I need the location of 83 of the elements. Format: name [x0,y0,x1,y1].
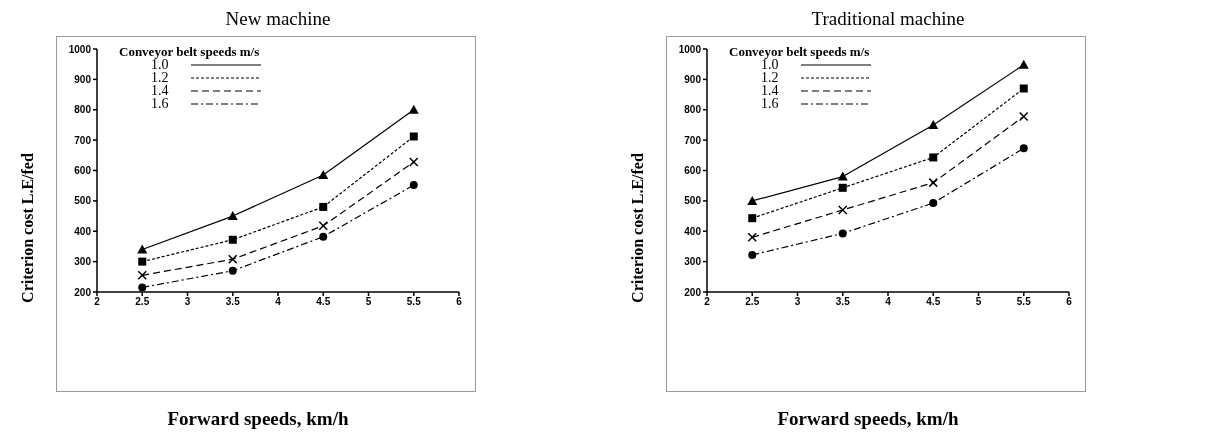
y-tick-label: 1000 [68,43,92,55]
y-tick-label: 900 [74,73,92,85]
y-tick-label: 600 [74,165,92,177]
point [408,104,419,114]
point [929,199,938,207]
legend-label: 1.2 [761,70,780,85]
legend-label: 1.2 [151,70,170,85]
y-tick-label: 400 [684,225,702,237]
x-tick-label: 3.5 [225,296,241,308]
chart-title: New machine [224,8,332,30]
y-tick-label: 800 [684,104,702,116]
y-tick-label: 800 [74,104,92,116]
legend-label: 1.6 [761,96,780,111]
point [838,205,848,215]
y-tick-label: 300 [684,256,702,268]
point [138,283,147,292]
y-tick-label: 1000 [678,43,702,55]
y-tick-label: 400 [74,225,92,237]
point [748,250,757,259]
legend-label: 1.0 [761,57,779,72]
y-tick-label: 900 [684,73,702,85]
legend-label: 1.4 [151,83,170,98]
x-tick-label: 3 [794,296,801,308]
y-tick-label: 300 [74,256,92,268]
point [838,183,847,192]
point [228,235,237,244]
y-tick-label: 500 [74,195,92,207]
x-tick-label: 4.5 [926,296,941,308]
x-tick-label: 3 [184,296,191,308]
legend-label: 1.4 [761,83,780,98]
point [318,170,329,180]
point [1019,111,1029,122]
x-axis-title: Forward speeds, km/h [166,408,350,430]
point [228,254,238,264]
y-axis-title: Criterion cost L.E/fed [19,153,37,303]
x-tick-label: 3.5 [835,296,851,308]
point [409,157,419,167]
x-tick-label: 5.5 [406,296,422,308]
y-tick-label: 200 [684,286,702,298]
point [137,270,147,281]
y-axis-title: Criterion cost L.E/fed [629,153,647,303]
point [1018,59,1029,69]
x-tick-label: 6 [456,296,463,308]
point [318,221,328,231]
y-tick-label: 200 [74,286,92,298]
point [409,181,418,190]
point [228,266,237,275]
x-tick-label: 4.5 [316,296,331,308]
point [747,195,758,205]
point [1019,84,1028,93]
x-tick-label: 5.5 [1016,296,1032,308]
point [319,232,328,241]
point [747,232,757,243]
legend-label: 1.6 [151,96,170,111]
point [837,171,848,181]
x-axis-title: Forward speeds, km/h [776,408,960,430]
point [838,229,847,238]
point [928,177,938,188]
chart-title: Traditional machine [810,8,966,30]
point [748,214,757,223]
point [928,119,939,129]
point [227,211,238,221]
y-tick-label: 700 [74,134,92,146]
x-tick-label: 2 [704,296,711,308]
legend-title: Conveyor belt speeds m/s [729,44,871,59]
point [138,257,147,266]
y-tick-label: 700 [684,134,702,146]
point [319,202,328,211]
x-tick-label: 4 [885,296,892,308]
x-tick-label: 2 [94,296,101,308]
x-tick-label: 4 [275,296,282,308]
x-tick-label: 6 [1066,296,1073,308]
y-tick-label: 600 [684,165,702,177]
point [929,153,938,162]
point [1019,144,1028,153]
y-tick-label: 500 [684,195,702,207]
x-tick-label: 2.5 [135,296,150,308]
x-tick-label: 5 [365,296,372,308]
legend-label: 1.0 [151,57,169,72]
x-tick-label: 5 [975,296,982,308]
x-tick-label: 2.5 [745,296,760,308]
legend-title: Conveyor belt speeds m/s [119,44,261,59]
point [409,132,418,141]
